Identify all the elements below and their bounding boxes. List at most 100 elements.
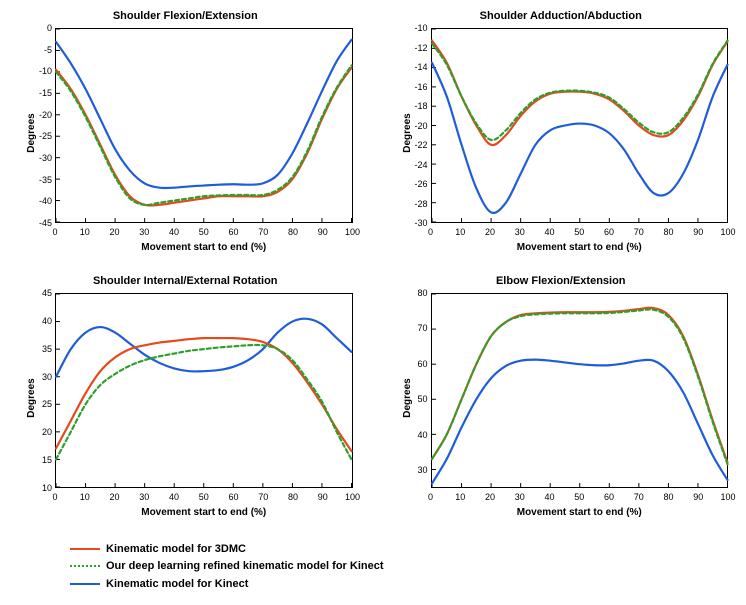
x-tick-label: 60 bbox=[604, 227, 614, 237]
x-tick-label: 40 bbox=[544, 227, 554, 237]
y-tick-label: -18 bbox=[404, 101, 428, 111]
plot-svg bbox=[432, 294, 728, 487]
plot-area bbox=[431, 28, 729, 223]
y-tick-label: 10 bbox=[28, 483, 52, 493]
y-tick-label: -26 bbox=[404, 179, 428, 189]
x-tick-label: 0 bbox=[428, 227, 433, 237]
plot-area bbox=[55, 293, 353, 488]
y-tick-label: 15 bbox=[28, 455, 52, 465]
y-tick-label: -20 bbox=[404, 121, 428, 131]
y-tick-label: -25 bbox=[28, 131, 52, 141]
plot-svg bbox=[56, 29, 352, 222]
x-tick-label: 70 bbox=[258, 227, 268, 237]
x-tick-label: 70 bbox=[634, 227, 644, 237]
y-tick-label: 60 bbox=[404, 359, 428, 369]
x-tick-label: 80 bbox=[288, 492, 298, 502]
y-tick-label: -10 bbox=[404, 23, 428, 33]
x-tick-label: 90 bbox=[693, 227, 703, 237]
series-line-series_dl bbox=[432, 309, 728, 464]
series-line-series_kinect bbox=[56, 319, 352, 377]
y-tick-label: 30 bbox=[28, 372, 52, 382]
x-tick-label: 80 bbox=[663, 227, 673, 237]
x-tick-label: 0 bbox=[52, 492, 57, 502]
legend-label: Kinematic model for 3DMC bbox=[106, 541, 246, 558]
y-tick-label: 20 bbox=[28, 427, 52, 437]
series-line-series_dl bbox=[56, 65, 352, 205]
chart-title: Shoulder Adduction/Abduction bbox=[386, 10, 737, 22]
y-tick-label: -5 bbox=[28, 45, 52, 55]
x-tick-label: 60 bbox=[228, 492, 238, 502]
chart-title: Elbow Flexion/Extension bbox=[386, 275, 737, 287]
y-tick-label: -30 bbox=[28, 153, 52, 163]
chart-title: Shoulder Internal/External Rotation bbox=[10, 275, 361, 287]
legend-item: Kinematic model for 3DMC bbox=[70, 541, 384, 558]
y-tick-label: 40 bbox=[28, 316, 52, 326]
plot-svg bbox=[432, 29, 728, 222]
legend: Kinematic model for 3DMCOur deep learnin… bbox=[70, 541, 384, 594]
y-tick-label: 35 bbox=[28, 344, 52, 354]
x-tick-label: 0 bbox=[52, 227, 57, 237]
y-tick-label: -16 bbox=[404, 82, 428, 92]
x-axis-label: Movement start to end (%) bbox=[55, 507, 353, 518]
x-tick-label: 30 bbox=[515, 227, 525, 237]
x-tick-label: 40 bbox=[169, 492, 179, 502]
y-tick-label: -15 bbox=[28, 88, 52, 98]
legend-swatch bbox=[70, 583, 100, 585]
chart-shoulder-rotation: Shoulder Internal/External Rotation Degre… bbox=[10, 275, 361, 520]
charts-grid: Shoulder Flexion/ExtensionDegreesMovemen… bbox=[10, 10, 736, 520]
x-tick-label: 10 bbox=[455, 227, 465, 237]
x-tick-label: 20 bbox=[485, 492, 495, 502]
series-line-series_kinect bbox=[432, 360, 728, 484]
y-tick-label: 50 bbox=[404, 394, 428, 404]
x-tick-label: 10 bbox=[455, 492, 465, 502]
y-tick-label: 45 bbox=[28, 288, 52, 298]
y-tick-label: -22 bbox=[404, 140, 428, 150]
series-line-series_3dmc bbox=[432, 308, 728, 463]
x-axis-label: Movement start to end (%) bbox=[431, 507, 729, 518]
chart-elbow-flexion: Elbow Flexion/ExtensionDegreesMovement s… bbox=[386, 275, 737, 520]
y-tick-label: -30 bbox=[404, 218, 428, 228]
y-tick-label: -45 bbox=[28, 218, 52, 228]
y-axis-label: Degrees bbox=[26, 378, 37, 417]
series-line-series_dl bbox=[56, 345, 352, 459]
x-tick-label: 100 bbox=[345, 492, 360, 502]
x-tick-label: 60 bbox=[228, 227, 238, 237]
x-tick-label: 50 bbox=[574, 227, 584, 237]
x-tick-label: 30 bbox=[515, 492, 525, 502]
x-tick-label: 90 bbox=[318, 492, 328, 502]
x-tick-label: 90 bbox=[693, 492, 703, 502]
y-tick-label: 70 bbox=[404, 323, 428, 333]
plot-area bbox=[55, 28, 353, 223]
legend-swatch bbox=[70, 548, 100, 550]
x-tick-label: 30 bbox=[139, 492, 149, 502]
series-line-series_3dmc bbox=[56, 338, 352, 451]
y-tick-label: -14 bbox=[404, 62, 428, 72]
x-tick-label: 20 bbox=[485, 227, 495, 237]
x-tick-label: 50 bbox=[574, 492, 584, 502]
x-tick-label: 100 bbox=[720, 492, 735, 502]
figure-container: Shoulder Flexion/ExtensionDegreesMovemen… bbox=[0, 0, 746, 605]
x-tick-label: 70 bbox=[258, 492, 268, 502]
x-tick-label: 90 bbox=[318, 227, 328, 237]
y-tick-label: -35 bbox=[28, 175, 52, 185]
y-tick-label: 30 bbox=[404, 465, 428, 475]
chart-shoulder-flexion: Shoulder Flexion/ExtensionDegreesMovemen… bbox=[10, 10, 361, 255]
x-tick-label: 20 bbox=[109, 492, 119, 502]
x-tick-label: 10 bbox=[80, 492, 90, 502]
y-tick-label: -10 bbox=[28, 66, 52, 76]
y-tick-label: -12 bbox=[404, 43, 428, 53]
x-axis-label: Movement start to end (%) bbox=[431, 242, 729, 253]
legend-label: Kinematic model for Kinect bbox=[106, 576, 248, 593]
y-tick-label: 80 bbox=[404, 288, 428, 298]
legend-item: Our deep learning refined kinematic mode… bbox=[70, 558, 384, 575]
x-tick-label: 80 bbox=[288, 227, 298, 237]
series-line-series_dl bbox=[432, 41, 728, 141]
x-axis-label: Movement start to end (%) bbox=[55, 242, 353, 253]
x-tick-label: 50 bbox=[199, 227, 209, 237]
y-tick-label: 25 bbox=[28, 399, 52, 409]
series-line-series_3dmc bbox=[432, 41, 728, 145]
x-tick-label: 80 bbox=[663, 492, 673, 502]
y-tick-label: -24 bbox=[404, 160, 428, 170]
x-tick-label: 30 bbox=[139, 227, 149, 237]
y-tick-label: -40 bbox=[28, 196, 52, 206]
